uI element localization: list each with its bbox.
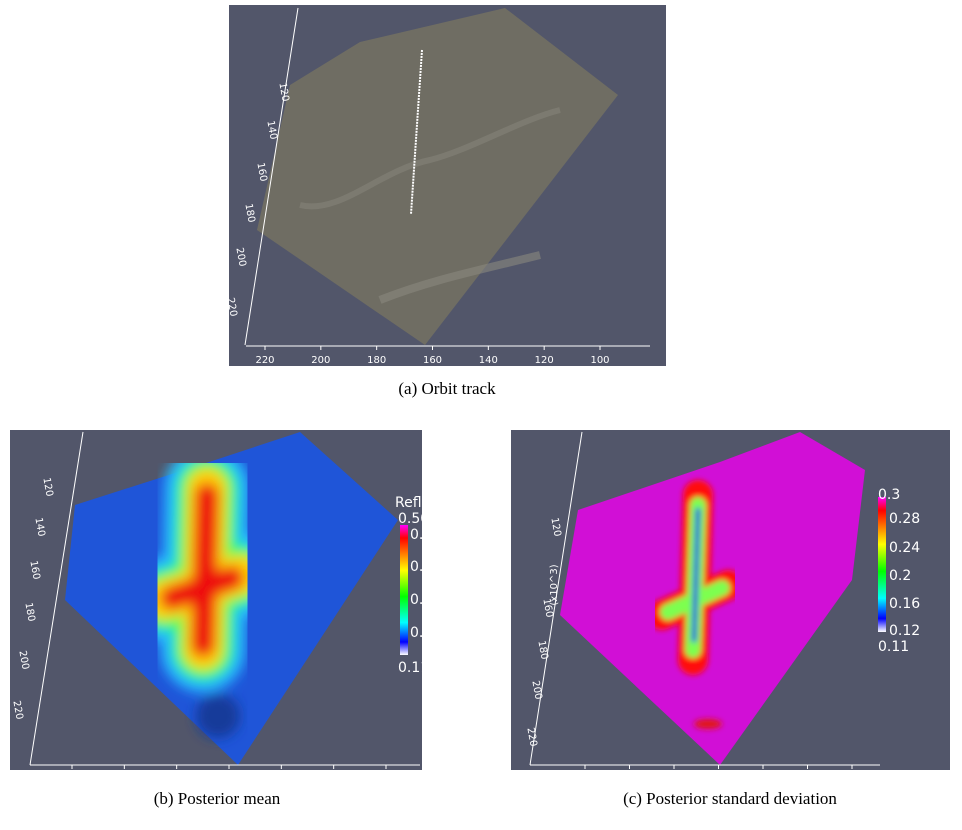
colorbar-tick: 0.16	[889, 596, 920, 612]
x-tick-label: 180	[367, 355, 386, 366]
panel-a	[229, 5, 666, 366]
x-tick-label: 160	[423, 355, 442, 366]
colorbar-min: 0.116674	[398, 660, 465, 676]
colorbar-tick: 0.2	[889, 568, 911, 584]
figure: 120140160180200220220200180160140120100(…	[0, 0, 962, 830]
colorbar-tick: 0.2	[410, 625, 432, 641]
x-tick-label: 220	[255, 355, 274, 366]
panel-c	[511, 430, 950, 770]
x-tick-label: 100	[590, 355, 609, 366]
x-tick-label: 100	[376, 780, 395, 791]
colorbar-tick: 0.3	[410, 592, 432, 608]
x-tick-label: 120	[324, 780, 343, 791]
panel-b	[10, 430, 422, 770]
colorbar	[400, 525, 408, 655]
colorbar-tick: 0.24	[889, 540, 920, 556]
x-tick-label: 200	[311, 355, 330, 366]
colorbar-tick: 0.12	[889, 623, 920, 639]
colorbar-max: 0.3	[878, 487, 900, 503]
x-tick-label: 140	[479, 355, 498, 366]
x-tick-label: 120	[535, 355, 554, 366]
x-tick-label: 100	[842, 780, 861, 791]
caption: (c) Posterior standard deviation	[623, 789, 837, 808]
colorbar-tick: 0.28	[889, 511, 920, 527]
colorbar	[878, 497, 886, 632]
caption: (a) Orbit track	[398, 379, 496, 398]
y-tick-label: 220	[224, 297, 238, 318]
caption: (b) Posterior mean	[154, 789, 281, 808]
colorbar-tick: 0.5	[410, 527, 432, 543]
colorbar-max: 0.508287	[398, 511, 465, 527]
axis-unit: (x10^3)	[549, 564, 560, 605]
x-tick-label: 220	[575, 780, 594, 791]
colorbar-min: 0.11	[878, 639, 909, 655]
x-tick-label: 200	[115, 780, 134, 791]
colorbar-tick: 0.4	[410, 559, 432, 575]
colorbar-title: Reflectivity	[395, 495, 473, 511]
x-tick-label: 220	[62, 780, 81, 791]
